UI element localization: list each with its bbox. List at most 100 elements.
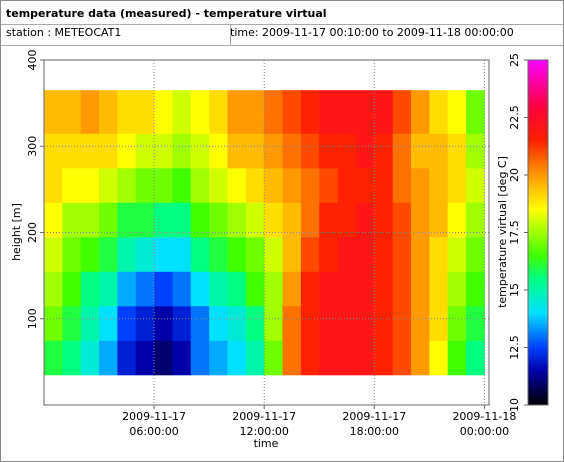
heat-cell <box>411 202 430 238</box>
heat-cell <box>374 167 394 203</box>
colorbar-tick-label: 15 <box>508 283 521 297</box>
heat-cell <box>337 305 357 341</box>
heat-cell <box>337 133 357 169</box>
heat-cell <box>429 236 449 272</box>
heat-cell <box>245 90 265 134</box>
heat-cell <box>154 167 173 203</box>
heat-cell <box>429 202 449 238</box>
heat-cell <box>117 167 137 203</box>
y-axis-label: height [m] <box>10 203 23 261</box>
y-tick-label: 400 <box>26 50 39 71</box>
heat-cell <box>300 236 320 272</box>
heat-cell <box>209 271 229 307</box>
heat-cell <box>172 90 192 134</box>
heat-cell <box>466 340 485 376</box>
heat-cell <box>447 133 467 169</box>
heat-cell <box>466 236 485 272</box>
heat-cell <box>245 271 265 307</box>
heat-cell <box>282 236 302 272</box>
heat-cell <box>392 133 412 169</box>
heat-cell <box>99 236 118 272</box>
heat-cell <box>154 90 173 134</box>
heat-cell <box>44 236 63 272</box>
heat-cell <box>172 133 192 169</box>
x-tick-label: 2009-11-17 12:00:00 <box>232 410 296 438</box>
heat-cell <box>337 202 357 238</box>
heat-cell <box>227 133 247 169</box>
heat-cell <box>117 133 137 169</box>
heat-cell <box>209 167 229 203</box>
heat-cell <box>190 133 210 169</box>
heat-cell <box>227 305 247 341</box>
heat-cell <box>80 305 100 341</box>
heat-cell <box>154 340 173 376</box>
heat-cell <box>411 133 430 169</box>
heat-cell <box>319 90 339 134</box>
heat-cell <box>392 271 412 307</box>
heat-cell <box>44 271 63 307</box>
y-tick-label: 300 <box>26 136 39 157</box>
heat-cell <box>190 202 210 238</box>
heat-cell <box>319 202 339 238</box>
heat-cell <box>300 271 320 307</box>
heat-cell <box>392 167 412 203</box>
heat-cell <box>447 236 467 272</box>
heat-cell <box>135 305 155 341</box>
heat-cell <box>264 236 284 272</box>
heat-cell <box>62 202 82 238</box>
heat-cell <box>44 340 63 376</box>
heat-cell <box>80 236 100 272</box>
heat-cell <box>154 271 173 307</box>
y-tick-label: 200 <box>26 222 39 243</box>
heat-cell <box>374 202 394 238</box>
colorbar-tick-label: 25 <box>508 53 521 67</box>
heat-cell <box>80 133 100 169</box>
heat-cell <box>429 340 449 376</box>
heat-cell <box>209 133 229 169</box>
heat-cell <box>447 305 467 341</box>
heat-cell <box>466 271 485 307</box>
heat-cell <box>62 167 82 203</box>
heat-cell <box>227 236 247 272</box>
heat-cell <box>300 167 320 203</box>
heat-cell <box>411 340 430 376</box>
heat-cell <box>392 202 412 238</box>
heat-cell <box>209 90 229 134</box>
heat-cell <box>227 271 247 307</box>
heat-cell <box>245 340 265 376</box>
heat-cell <box>355 305 375 341</box>
heat-cell <box>300 340 320 376</box>
heat-cell <box>190 167 210 203</box>
heat-cell <box>245 133 265 169</box>
heat-cell <box>99 202 118 238</box>
heat-cell <box>245 202 265 238</box>
heat-cell <box>429 271 449 307</box>
heat-cell <box>282 305 302 341</box>
time-range: time: 2009-11-17 00:10:00 to 2009-11-18 … <box>230 26 514 39</box>
heat-cell <box>227 90 247 134</box>
heat-cell <box>99 133 118 169</box>
heat-cell <box>99 90 118 134</box>
heat-cell <box>227 340 247 376</box>
heat-cell <box>282 271 302 307</box>
heat-cell <box>319 305 339 341</box>
heat-cell <box>447 90 467 134</box>
heat-cell <box>62 133 82 169</box>
heat-cell <box>209 305 229 341</box>
x-tick-label: 2009-11-18 00:00:00 <box>452 410 516 438</box>
heat-cell <box>172 167 192 203</box>
x-axis-label: time <box>254 437 279 450</box>
heat-cell <box>392 305 412 341</box>
heat-cell <box>466 305 485 341</box>
heat-cell <box>282 340 302 376</box>
heat-cell <box>447 167 467 203</box>
heat-cell <box>319 271 339 307</box>
heat-cell <box>411 90 430 134</box>
heat-cell <box>282 90 302 134</box>
heat-cell <box>264 167 284 203</box>
heat-cell <box>62 340 82 376</box>
heat-cell <box>466 133 485 169</box>
heat-cell <box>447 202 467 238</box>
heat-cell <box>62 236 82 272</box>
